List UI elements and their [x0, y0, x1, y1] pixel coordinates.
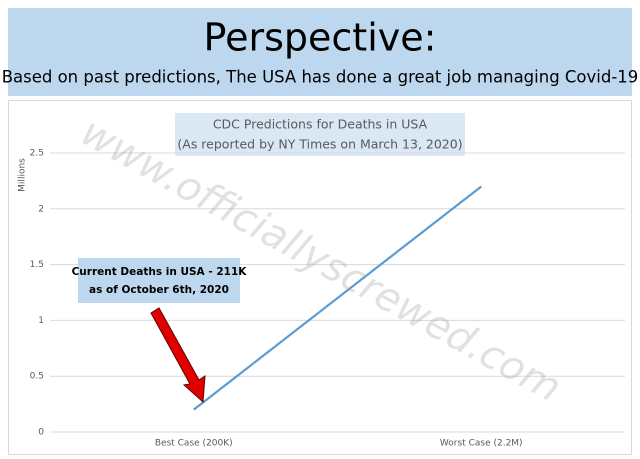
- header-title: Perspective:: [204, 16, 437, 60]
- annotation-box: [78, 258, 240, 303]
- plot: 0 0.5 1 1.5 2 2.5 Best Case (200K) Worst Case (…: [30, 149, 625, 449]
- y-tick-label: 2: [38, 204, 44, 214]
- y-tick-label: 0: [38, 428, 44, 438]
- y-tick-label: 0.5: [30, 372, 44, 382]
- arrow: [150, 307, 206, 404]
- header-band: [8, 8, 632, 96]
- x-tick-label: Best Case (200K): [155, 439, 233, 449]
- annotation-line: Current Deaths in USA - 211K: [72, 266, 248, 278]
- header-subtitle: Based on past predictions, The USA has d…: [2, 68, 639, 87]
- chart-title: CDC Predictions for Deaths in USA: [213, 117, 428, 132]
- y-tick-label: 1.5: [30, 260, 44, 270]
- y-tick-label: 2.5: [30, 149, 44, 159]
- chart-title-box: [175, 113, 465, 156]
- annotation-line: as of October 6th, 2020: [89, 284, 229, 296]
- y-tick-label: 1: [38, 316, 44, 326]
- chart-subtitle: (As reported by NY Times on March 13, 20…: [177, 137, 462, 152]
- data-line: [193, 185, 482, 411]
- x-tick-label: Worst Case (2.2M): [440, 439, 523, 449]
- y-axis-label: Millions: [18, 158, 28, 192]
